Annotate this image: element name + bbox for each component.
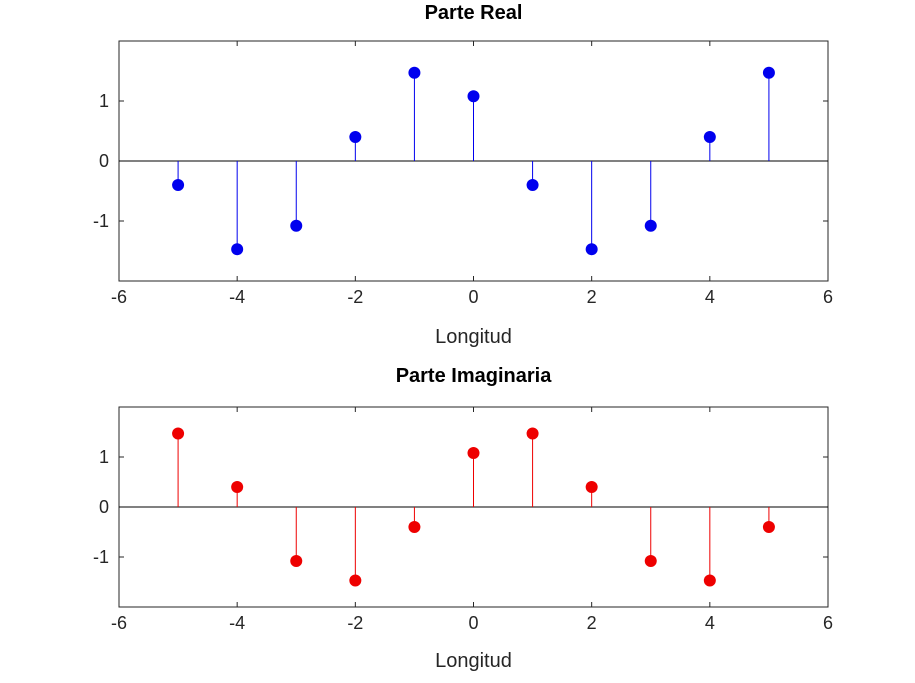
real-part-x-axis-label: Longitud xyxy=(435,326,512,348)
imaginary-part-stem-marker xyxy=(644,555,657,567)
real-part-y-tick-label: 0 xyxy=(99,151,109,171)
imaginary-part-x-axis-label: Longitud xyxy=(435,650,512,672)
imaginary-part-stem-marker xyxy=(408,521,421,533)
imaginary-part-subplot: Parte Imaginaria Longitud -6 -4 -2 0 2 4 6 -1 0 1 xyxy=(93,365,833,672)
real-part-y-tick-label: 1 xyxy=(99,91,109,111)
imaginary-part-stem-marker xyxy=(467,447,480,459)
real-part-title: Parte Real xyxy=(425,2,523,24)
imaginary-part-title: Parte Imaginaria xyxy=(396,365,553,387)
imaginary-part-stem-marker xyxy=(231,481,244,493)
imaginary-part-stem-marker xyxy=(762,521,775,533)
imaginary-part-x-tick-label: -6 xyxy=(111,613,127,633)
real-part-stem-marker xyxy=(231,243,244,256)
real-part-stem-marker xyxy=(172,179,185,191)
real-part-x-tick-label: -2 xyxy=(347,287,363,307)
real-part-x-tick-label: 4 xyxy=(705,287,715,307)
imaginary-part-stem-marker xyxy=(703,574,716,587)
imaginary-part-x-tick-label: 4 xyxy=(705,613,715,633)
imaginary-part-stem-marker xyxy=(526,427,539,440)
imaginary-part-x-tick-label: -2 xyxy=(347,613,363,633)
imaginary-part-y-tick-label: 0 xyxy=(99,497,109,517)
real-part-stem-marker xyxy=(585,243,598,256)
real-part-x-tick-label: 6 xyxy=(823,287,833,307)
real-part-subplot: Parte Real Longitud -6 -4 -2 0 2 4 6 -1 0 1 xyxy=(93,2,833,348)
real-part-stem-marker xyxy=(762,66,775,79)
imaginary-part-stem-marker xyxy=(585,481,598,493)
imaginary-part-stem-marker xyxy=(172,427,185,440)
real-part-x-tick-label: -6 xyxy=(111,287,127,307)
imaginary-part-x-tick-label: 2 xyxy=(587,613,597,633)
imaginary-part-x-tick-label: 6 xyxy=(823,613,833,633)
real-part-stem-marker xyxy=(408,66,421,79)
real-part-x-tick-label: 0 xyxy=(468,287,478,307)
imaginary-part-y-tick-label: -1 xyxy=(93,547,109,567)
imaginary-part-y-tick-label: 1 xyxy=(99,447,109,467)
imaginary-part-stem-marker xyxy=(349,574,362,587)
real-part-stem-marker xyxy=(467,90,480,103)
real-part-stem-marker xyxy=(644,219,657,232)
real-part-stem-marker xyxy=(526,179,539,191)
imaginary-part-x-tick-label: 0 xyxy=(468,613,478,633)
real-part-x-tick-label: -4 xyxy=(229,287,245,307)
real-part-stem-marker xyxy=(290,219,303,232)
imaginary-part-x-tick-label: -4 xyxy=(229,613,245,633)
real-part-y-tick-label: -1 xyxy=(93,211,109,231)
real-part-stem-marker xyxy=(349,131,362,143)
real-part-stem-marker xyxy=(703,131,716,143)
real-part-x-tick-label: 2 xyxy=(587,287,597,307)
imaginary-part-stem-marker xyxy=(290,555,303,567)
